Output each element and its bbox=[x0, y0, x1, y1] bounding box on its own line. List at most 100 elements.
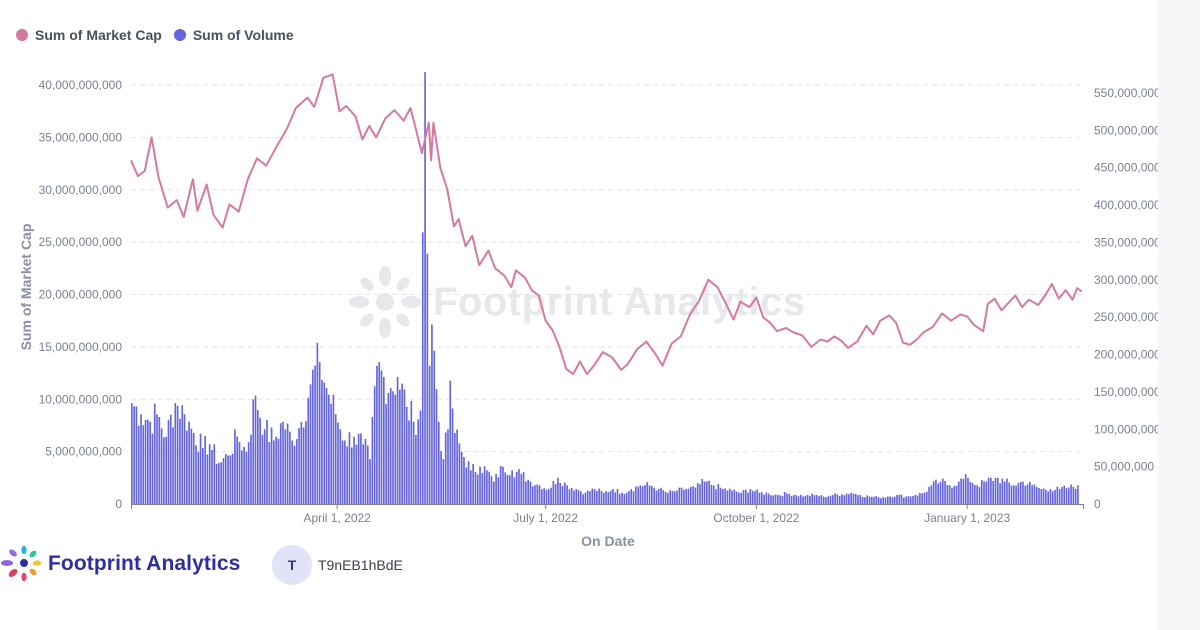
y-right-tick-label: 200,000,000 bbox=[1094, 348, 1158, 362]
volume-bar bbox=[344, 440, 346, 504]
volume-bar bbox=[160, 428, 163, 504]
volume-bar bbox=[392, 391, 394, 504]
volume-bar bbox=[891, 497, 894, 504]
volume-bar bbox=[962, 478, 965, 504]
y-left-tick-label: 25,000,000,000 bbox=[39, 235, 123, 249]
volume-bar bbox=[474, 471, 477, 504]
volume-bar bbox=[213, 444, 216, 504]
volume-bar bbox=[742, 489, 745, 504]
volume-bar bbox=[905, 496, 907, 504]
volume-bar bbox=[431, 324, 433, 504]
legend-item-market-cap[interactable]: Sum of Market Cap bbox=[16, 27, 162, 43]
volume-bar bbox=[841, 494, 843, 504]
avatar[interactable]: T bbox=[272, 545, 312, 585]
volume-bar bbox=[641, 486, 644, 504]
volume-bar bbox=[153, 403, 156, 504]
volume-bar bbox=[504, 472, 507, 504]
volume-bar bbox=[676, 490, 678, 504]
axes: 0 5,000,000,000 10,000,000,000 15,000,000,0… bbox=[39, 78, 1158, 525]
volume-bar bbox=[877, 497, 880, 504]
volume-bar bbox=[772, 495, 775, 504]
volume-bar bbox=[1058, 489, 1061, 504]
volume-bar bbox=[925, 491, 928, 504]
y-right-tick-label: 500,000,000 bbox=[1094, 123, 1158, 137]
volume-bar bbox=[818, 496, 820, 504]
volume-bar bbox=[699, 484, 701, 504]
volume-bar bbox=[827, 496, 830, 504]
volume-bar bbox=[646, 482, 649, 504]
user-chip[interactable]: T T9nEB1hBdE bbox=[272, 545, 403, 585]
volume-bar bbox=[781, 496, 784, 504]
volume-bar bbox=[614, 492, 617, 504]
volume-bar bbox=[868, 496, 871, 504]
volume-bar bbox=[593, 489, 596, 504]
volume-bar bbox=[806, 494, 809, 504]
volume-bar bbox=[268, 442, 271, 504]
volume-bar bbox=[914, 495, 917, 504]
legend-dot-volume bbox=[173, 29, 186, 41]
volume-bar bbox=[596, 490, 598, 504]
volume-bar bbox=[607, 492, 610, 504]
volume-bar bbox=[1070, 484, 1072, 504]
volume-bar bbox=[609, 490, 612, 504]
volume-bar bbox=[715, 489, 717, 504]
volume-bar bbox=[417, 419, 420, 504]
volume-bar bbox=[211, 450, 213, 504]
volume-bar bbox=[946, 485, 949, 504]
grid-lines bbox=[131, 84, 1084, 453]
footer-brand[interactable]: Footprint Analytics bbox=[0, 544, 240, 584]
volume-bar bbox=[662, 490, 665, 504]
volume-bar bbox=[545, 489, 548, 504]
volume-bar bbox=[987, 477, 990, 504]
volume-bar bbox=[332, 394, 335, 504]
volume-bar bbox=[969, 481, 972, 504]
volume-bar bbox=[458, 443, 461, 504]
volume-bar bbox=[898, 494, 901, 504]
volume-bar bbox=[536, 484, 539, 504]
volume-bar bbox=[738, 492, 740, 504]
volume-bar bbox=[490, 476, 493, 504]
volume-bar bbox=[467, 461, 470, 504]
volume-bar bbox=[939, 481, 942, 504]
volume-bar bbox=[822, 496, 825, 504]
volume-bar bbox=[325, 388, 328, 504]
volume-bar bbox=[584, 492, 587, 504]
volume-bar bbox=[220, 462, 222, 504]
volume-bar bbox=[797, 496, 800, 504]
volume-bar bbox=[573, 490, 575, 504]
volume-bar bbox=[880, 498, 882, 504]
volume-bar bbox=[756, 489, 759, 504]
volume-bar bbox=[870, 496, 873, 504]
volume-bar bbox=[195, 445, 197, 504]
volume-bar bbox=[369, 459, 371, 504]
volume-bar bbox=[236, 436, 239, 504]
legend-item-volume[interactable]: Sum of Volume bbox=[173, 27, 294, 43]
volume-bar bbox=[305, 421, 307, 504]
volume-bar bbox=[273, 440, 275, 504]
volume-bar bbox=[355, 444, 358, 504]
volume-bar bbox=[845, 493, 848, 504]
volume-bar bbox=[1024, 485, 1027, 504]
volume-bar bbox=[763, 494, 765, 504]
volume-bar bbox=[687, 488, 690, 504]
volume-bar bbox=[859, 495, 862, 504]
volume-bar bbox=[928, 486, 930, 504]
volume-bar bbox=[621, 492, 623, 504]
volume-bar bbox=[1033, 484, 1036, 504]
volume-bar bbox=[284, 429, 287, 504]
volume-bar bbox=[602, 492, 605, 504]
volume-bar bbox=[919, 492, 921, 504]
volume-bar bbox=[884, 497, 887, 504]
volume-bar bbox=[802, 496, 804, 504]
volume-bar bbox=[188, 421, 190, 504]
y-right-tick-label: 300,000,000 bbox=[1094, 273, 1158, 287]
y-right-tick-label: 450,000,000 bbox=[1094, 161, 1158, 175]
volume-bar bbox=[240, 450, 243, 504]
volume-bar bbox=[174, 403, 177, 504]
x-tick-label: April 1, 2022 bbox=[303, 511, 371, 525]
volume-bar bbox=[518, 469, 520, 504]
volume-bar bbox=[634, 486, 637, 504]
volume-bar bbox=[266, 419, 268, 504]
x-tick-label: July 1, 2022 bbox=[513, 511, 578, 525]
volume-bar bbox=[176, 405, 179, 504]
